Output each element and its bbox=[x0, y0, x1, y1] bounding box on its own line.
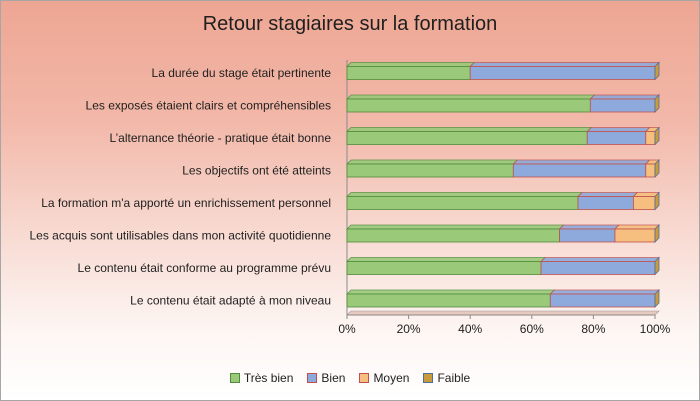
bar-side-face bbox=[654, 61, 660, 81]
legend-swatch bbox=[423, 373, 434, 383]
bar-top-face bbox=[346, 257, 547, 262]
bar-top-face bbox=[613, 224, 660, 230]
bar-segment bbox=[346, 228, 560, 243]
legend-item: Faible bbox=[423, 371, 470, 385]
legend: Très bien Bien Moyen Faible bbox=[1, 371, 699, 385]
bar-segment bbox=[512, 163, 647, 178]
legend-item: Bien bbox=[307, 371, 345, 385]
bar-side-face bbox=[654, 191, 660, 211]
legend-item: Moyen bbox=[359, 371, 409, 385]
x-tick-label: 40% bbox=[458, 322, 482, 336]
bar-top-face bbox=[346, 127, 593, 132]
x-tick-label: 20% bbox=[397, 322, 421, 336]
x-tick-label: 100% bbox=[640, 322, 671, 336]
legend-swatch bbox=[229, 373, 240, 383]
legend-label: Très bien bbox=[243, 371, 294, 385]
bar-segment bbox=[549, 293, 656, 308]
legend-swatch bbox=[307, 373, 318, 383]
bar-side-face bbox=[654, 224, 660, 243]
legend-swatch bbox=[359, 373, 370, 383]
category-label: La formation m'a apporté un enrichisseme… bbox=[41, 196, 331, 210]
bar-side-face bbox=[654, 289, 660, 308]
bar-top-face bbox=[346, 224, 565, 230]
bar-segment bbox=[633, 196, 656, 210]
bar-segment bbox=[645, 131, 656, 145]
bar-segment bbox=[346, 98, 591, 113]
category-label: La durée du stage était pertinente bbox=[152, 66, 332, 80]
chart-title: Retour stagiaires sur la formation bbox=[202, 13, 498, 35]
bar-segment bbox=[346, 293, 551, 308]
bar-segment bbox=[540, 261, 656, 275]
bar-top-face bbox=[549, 289, 660, 295]
chart-floor bbox=[346, 310, 660, 316]
bar-top-face bbox=[586, 127, 651, 132]
legend-label: Bien bbox=[321, 371, 346, 385]
bar-segment bbox=[346, 66, 471, 80]
bar-side-face bbox=[654, 159, 660, 178]
bar-top-face bbox=[346, 192, 583, 197]
bar-top-face bbox=[469, 62, 660, 67]
legend-item: Très bien bbox=[229, 371, 294, 385]
bar-segment bbox=[586, 131, 647, 145]
bar-side-face bbox=[654, 126, 660, 146]
bar-segment bbox=[346, 261, 542, 275]
category-label: Les objectifs ont été atteints bbox=[182, 164, 331, 178]
bar-segment bbox=[346, 196, 579, 210]
x-tick-label: 60% bbox=[520, 322, 544, 336]
bar-top-face bbox=[558, 224, 620, 230]
bar-side-face bbox=[654, 256, 660, 276]
category-label: Les exposés étaient clairs et compréhens… bbox=[86, 99, 331, 113]
bar-top-face bbox=[540, 257, 660, 262]
bar-segment bbox=[577, 196, 634, 210]
bar-top-face bbox=[346, 159, 519, 165]
bar-segment bbox=[645, 163, 656, 178]
category-label: L’alternance théorie - pratique était bo… bbox=[110, 131, 332, 145]
bar-segment bbox=[469, 66, 656, 80]
legend-label: Faible bbox=[437, 371, 471, 385]
legend-label: Moyen bbox=[373, 371, 410, 385]
category-label: Le contenu était conforme au programme p… bbox=[78, 261, 331, 275]
bar-segment bbox=[346, 163, 514, 178]
x-tick-label: 80% bbox=[581, 322, 605, 336]
bar-top-face bbox=[577, 192, 639, 197]
bar-segment bbox=[614, 228, 656, 243]
bar-segment bbox=[559, 228, 616, 243]
bar-top-face bbox=[346, 289, 556, 295]
bar-top-face bbox=[346, 62, 476, 67]
x-tick-label: 0% bbox=[338, 322, 356, 336]
bar-top-face bbox=[589, 94, 660, 100]
bar-segment bbox=[346, 131, 588, 145]
bar-top-face bbox=[346, 94, 596, 100]
bar-top-face bbox=[512, 159, 651, 165]
bar-side-face bbox=[654, 94, 660, 113]
bar-segment bbox=[589, 98, 656, 113]
category-label: Les acquis sont utilisables dans mon act… bbox=[29, 229, 331, 243]
category-label: Le contenu était adapté à mon niveau bbox=[130, 294, 331, 308]
